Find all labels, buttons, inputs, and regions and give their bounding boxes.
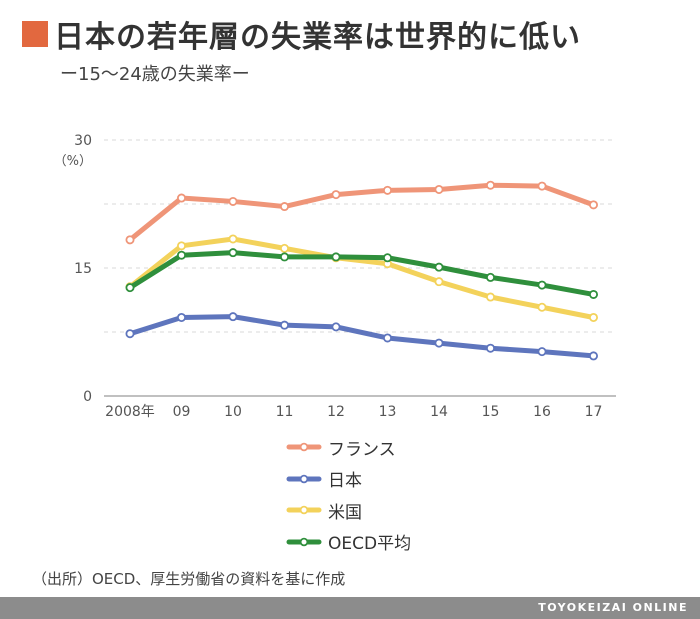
chart-legend: フランス日本米国 OECD平均 xyxy=(286,432,411,558)
legend-label: 米国 xyxy=(328,502,362,523)
data-point xyxy=(434,277,444,287)
data-point xyxy=(279,320,289,330)
title-block: 日本の若年層の失業率は世界的に低い xyxy=(22,14,581,55)
x-tick-label: 2008年 xyxy=(105,404,155,420)
title-accent-square xyxy=(22,21,48,47)
data-point xyxy=(537,347,547,357)
data-point xyxy=(537,280,547,290)
y-tick-label: 15 xyxy=(74,261,92,277)
legend-item-3: OECD平均 xyxy=(286,527,411,557)
x-tick-label: 09 xyxy=(173,404,191,420)
data-point xyxy=(589,200,599,210)
data-point xyxy=(228,312,238,322)
brand-label: TOYOKEIZAI ONLINE xyxy=(538,601,688,614)
data-point xyxy=(434,262,444,272)
legend-swatch xyxy=(286,537,322,546)
chart-title: 日本の若年層の失業率は世界的に低い xyxy=(54,20,581,55)
data-point xyxy=(228,248,238,258)
data-point xyxy=(434,338,444,348)
legend-label: 日本 xyxy=(328,471,362,491)
data-point xyxy=(589,312,599,322)
data-point xyxy=(176,312,186,322)
legend-item-2: 米国 xyxy=(286,495,411,525)
y-axis-unit: （%） xyxy=(54,154,92,169)
data-point xyxy=(434,184,444,194)
footer-bar: TOYOKEIZAI ONLINE xyxy=(0,597,700,619)
data-point xyxy=(382,185,392,195)
data-point xyxy=(382,253,392,263)
x-tick-label: 16 xyxy=(533,404,551,420)
series-line-0 xyxy=(127,182,596,243)
data-point xyxy=(125,235,135,245)
legend-swatch xyxy=(286,505,322,515)
data-point xyxy=(279,243,289,253)
data-point xyxy=(331,190,341,200)
x-tick-label: 15 xyxy=(482,404,500,420)
data-point xyxy=(331,252,341,262)
data-point xyxy=(125,283,135,293)
data-point xyxy=(485,272,495,282)
data-point xyxy=(279,202,289,212)
x-tick-label: 12 xyxy=(327,404,345,420)
x-tick-label: 14 xyxy=(430,404,448,420)
data-point xyxy=(485,180,495,190)
x-tick-label: 17 xyxy=(585,404,603,420)
data-point xyxy=(125,329,135,339)
data-point xyxy=(228,196,238,206)
data-point xyxy=(537,181,547,191)
data-point xyxy=(485,343,495,353)
data-point xyxy=(382,333,392,343)
legend-label: フランス xyxy=(328,439,396,460)
x-tick-label: 10 xyxy=(224,404,242,420)
data-point xyxy=(176,250,186,260)
source-note: （出所）OECD、厚生労働省の資料を基に作成 xyxy=(32,570,346,588)
series-line-3 xyxy=(127,250,596,297)
legend-swatch xyxy=(286,474,322,483)
data-point xyxy=(331,322,341,332)
y-tick-label: 0 xyxy=(83,389,92,405)
data-point xyxy=(537,302,547,312)
series-line-1 xyxy=(127,314,596,359)
series-line-2 xyxy=(127,236,596,320)
data-point xyxy=(228,234,238,244)
chart-subtitle: ー15〜24歳の失業率ー xyxy=(60,64,250,85)
y-tick-label: 30 xyxy=(74,133,92,149)
data-point xyxy=(279,252,289,262)
data-point xyxy=(176,241,186,251)
data-point xyxy=(176,193,186,203)
legend-label: OECD平均 xyxy=(328,534,412,554)
legend-swatch xyxy=(286,442,322,452)
legend-item-0: フランス xyxy=(286,432,411,462)
data-point xyxy=(589,351,599,361)
legend-item-1: 日本 xyxy=(286,464,411,494)
data-point xyxy=(589,289,599,299)
x-tick-label: 11 xyxy=(276,404,294,420)
line-chart: 0 15 30 （%） 2008年 09 10 11 12 13 14 15 16 17 xyxy=(54,133,616,420)
data-point xyxy=(485,292,495,302)
x-tick-label: 13 xyxy=(379,404,397,420)
